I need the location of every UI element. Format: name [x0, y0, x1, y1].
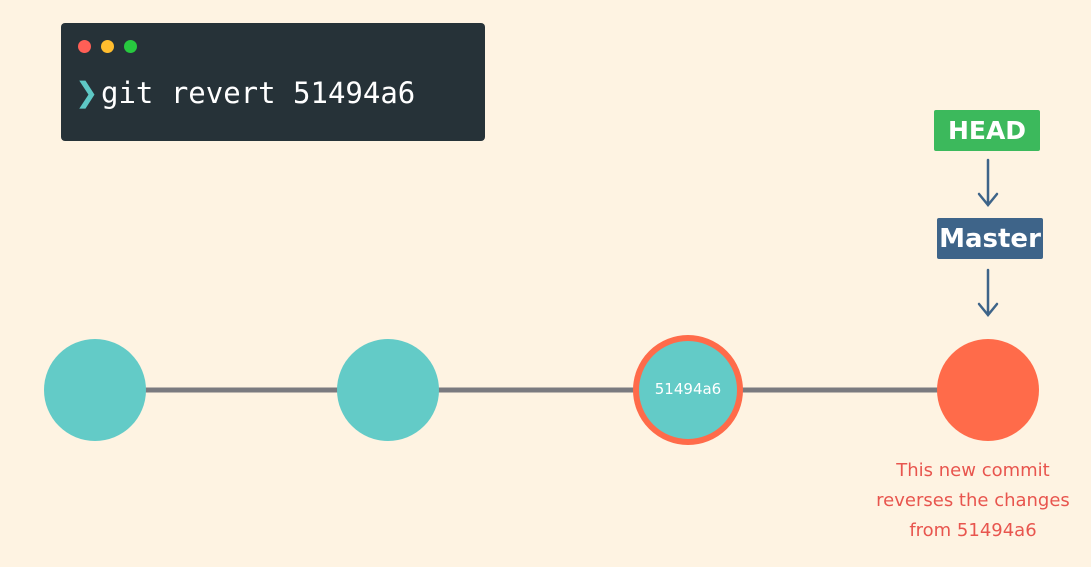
prompt-chevron-icon: ❯ — [75, 76, 99, 109]
terminal-window: ❯ git revert 51494a6 — [61, 23, 485, 141]
head-label: HEAD — [934, 110, 1040, 151]
annotation-line-2: reverses the changes — [876, 490, 1070, 511]
commit-hash-label: 51494a6 — [654, 380, 722, 398]
head-to-master-arrow — [977, 158, 999, 207]
annotation-line-3: from 51494a6 — [909, 520, 1037, 541]
revert-annotation: This new commit reverses the changes fro… — [862, 456, 1084, 546]
commit-node-2 — [337, 339, 439, 441]
minimize-dot-icon — [101, 40, 114, 53]
annotation-line-1: This new commit — [896, 460, 1050, 481]
commit-node-1 — [44, 339, 146, 441]
maximize-dot-icon — [124, 40, 137, 53]
terminal-command: git revert 51494a6 — [101, 76, 416, 110]
revert-commit-node — [937, 339, 1039, 441]
close-dot-icon — [78, 40, 91, 53]
commit-node-51494a6 — [633, 335, 743, 445]
master-branch-label: Master — [937, 218, 1043, 259]
master-to-commit-arrow — [977, 268, 999, 317]
